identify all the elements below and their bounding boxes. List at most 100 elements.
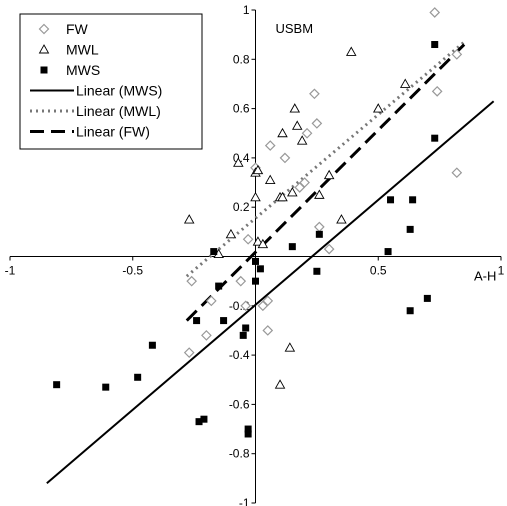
y-ticks: -1-0.8-0.6-0.4-0.20.20.40.60.81 (229, 3, 256, 506)
mwl-point (345, 46, 357, 56)
fw-point (429, 7, 441, 18)
legend-marker (38, 44, 50, 54)
mwl-point (323, 169, 335, 180)
mws-point (195, 418, 203, 426)
mws-point (242, 324, 250, 332)
legend-box (19, 13, 203, 150)
fw-point (279, 152, 291, 164)
mws-point (193, 317, 201, 325)
mws-point (431, 41, 439, 49)
mws-point (220, 317, 228, 325)
trendline (46, 100, 495, 485)
mwl-point (284, 342, 296, 352)
legend-label: FW (66, 21, 89, 37)
mws-point (134, 373, 142, 381)
fw-point (311, 118, 323, 129)
fw-point (301, 127, 313, 139)
trendline (185, 43, 466, 322)
mwl-point (291, 120, 303, 130)
legend-label: MWL (66, 42, 99, 58)
legend-label: MWS (66, 62, 100, 78)
mwl-point (274, 379, 286, 389)
mws-point (431, 134, 439, 142)
legend-label: Linear (FW) (76, 124, 150, 140)
fw-point (451, 49, 463, 60)
fw-point (309, 88, 320, 100)
mws-point (148, 341, 156, 349)
mws-point (315, 230, 323, 238)
fw-point (257, 300, 269, 312)
y-tick-label: 0.6 (233, 102, 250, 116)
mws-point (252, 257, 259, 265)
fw-point (205, 295, 217, 307)
y-tick-label: 0.8 (233, 52, 250, 66)
mwl-point (372, 103, 384, 113)
fw-point (235, 275, 247, 287)
x-tick-label: 1 (498, 264, 505, 278)
x-tick-label: -1 (5, 264, 16, 278)
mwl-point (233, 157, 244, 167)
mws-point (239, 331, 247, 339)
legend-label: Linear (MWS) (76, 83, 162, 99)
x-ticks: -1 -0.5 0.5 1 (5, 256, 505, 278)
x-tick-label: 0.5 (370, 264, 387, 278)
x-axis-label: A-H (474, 269, 496, 284)
mws-point (406, 225, 414, 233)
y-tick-label: -0.8 (229, 447, 250, 461)
y-tick-label: -0.4 (229, 348, 250, 362)
mws-point (210, 248, 218, 256)
mws-point (387, 196, 395, 204)
fw-point (323, 243, 335, 255)
mws-point (53, 381, 61, 389)
mwl-point (257, 238, 269, 249)
mwl-point (277, 191, 288, 202)
mws-point (313, 267, 321, 275)
fw-point (262, 325, 274, 336)
mwl-point (252, 236, 264, 246)
mwl-point (264, 174, 276, 185)
mws-point (384, 248, 392, 256)
fw-point (242, 233, 254, 245)
mwl-point (183, 214, 195, 224)
fw-point (294, 182, 306, 193)
legend-label: Linear (MWL) (76, 103, 161, 119)
y-tick-label: -1 (239, 496, 250, 506)
mwl-point (314, 189, 325, 199)
mws-point (288, 243, 296, 251)
fw-point (431, 85, 443, 97)
mwl-point (399, 78, 411, 88)
mws-point (409, 196, 417, 204)
y-tick-label: 1 (243, 3, 250, 17)
mws-point (256, 265, 264, 273)
fw-point (240, 300, 252, 312)
mws-point (252, 277, 259, 285)
y-tick-label: -0.6 (229, 397, 250, 411)
legend-marker (40, 66, 48, 74)
fw-point (201, 330, 212, 341)
mws-point (244, 430, 252, 438)
mwl-point (336, 214, 347, 224)
mwl-point (296, 135, 308, 145)
mws-point (200, 415, 208, 423)
inner-label: USBM (276, 21, 314, 36)
mwl-point (252, 164, 264, 175)
x-tick-label: -0.5 (122, 264, 143, 278)
mws-point (423, 294, 431, 302)
mwl-point (287, 186, 298, 197)
fw-point (451, 167, 463, 179)
y-tick-label: 0.2 (233, 200, 250, 214)
mws-point (244, 425, 252, 433)
mwl-point (289, 103, 301, 113)
data-points (53, 7, 463, 438)
mws-point (406, 307, 414, 315)
fw-point (186, 275, 198, 287)
mws-point (215, 282, 223, 290)
legend: FW MWL MWS Linear (MWS) Linear (MWL) Linear (… (19, 13, 203, 150)
fw-point (264, 140, 276, 151)
axes: -1 -0.5 0.5 1 -1-0.8-0.6-0.4-0.20.20.40.60.… (5, 3, 505, 506)
mwl-point (250, 191, 261, 202)
mws-point (102, 383, 110, 391)
mwl-point (225, 228, 237, 239)
legend-marker (38, 23, 50, 35)
